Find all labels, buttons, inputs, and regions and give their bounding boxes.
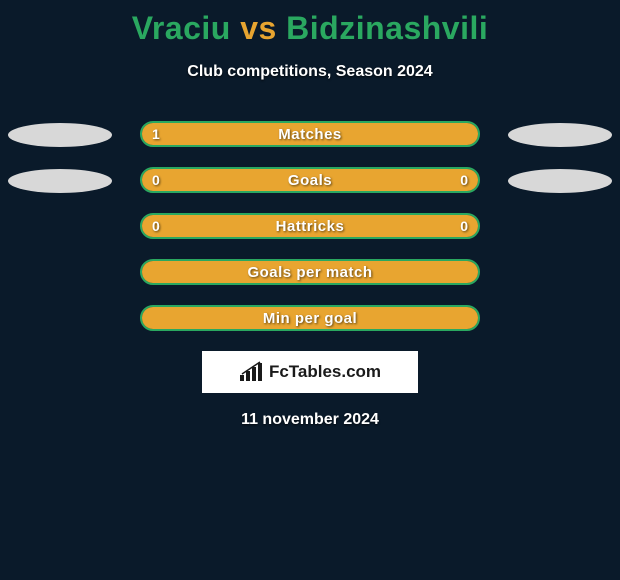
stat-rows: 1Matches 00Goals 00Hattricks Goals per matc… [0, 121, 620, 335]
stat-row: 00Goals [0, 167, 620, 197]
vs-text: vs [240, 10, 277, 46]
club-badge-left [8, 169, 112, 193]
stat-row: 00Hattricks [0, 213, 620, 243]
stat-row: 1Matches [0, 121, 620, 151]
stat-bar: Min per goal [140, 305, 480, 331]
stat-label: Matches [142, 123, 478, 145]
player2-name: Bidzinashvili [286, 10, 488, 46]
stat-label: Goals [142, 169, 478, 191]
club-badge-right [508, 123, 612, 147]
player1-name: Vraciu [132, 10, 231, 46]
club-badge-right [508, 169, 612, 193]
comparison-title: Vraciu vs Bidzinashvili [0, 0, 620, 47]
club-badge-left [8, 123, 112, 147]
stat-bar: 00Goals [140, 167, 480, 193]
stat-label: Min per goal [142, 307, 478, 329]
bars-icon [239, 361, 265, 383]
date-label: 11 november 2024 [0, 411, 620, 429]
site-logo: FcTables.com [202, 351, 418, 393]
stat-row: Min per goal [0, 305, 620, 335]
stat-label: Hattricks [142, 215, 478, 237]
stat-bar: 1Matches [140, 121, 480, 147]
stat-label: Goals per match [142, 261, 478, 283]
stat-bar: Goals per match [140, 259, 480, 285]
stat-row: Goals per match [0, 259, 620, 289]
stat-bar: 00Hattricks [140, 213, 480, 239]
subtitle: Club competitions, Season 2024 [0, 63, 620, 81]
logo-text: FcTables.com [269, 362, 381, 382]
